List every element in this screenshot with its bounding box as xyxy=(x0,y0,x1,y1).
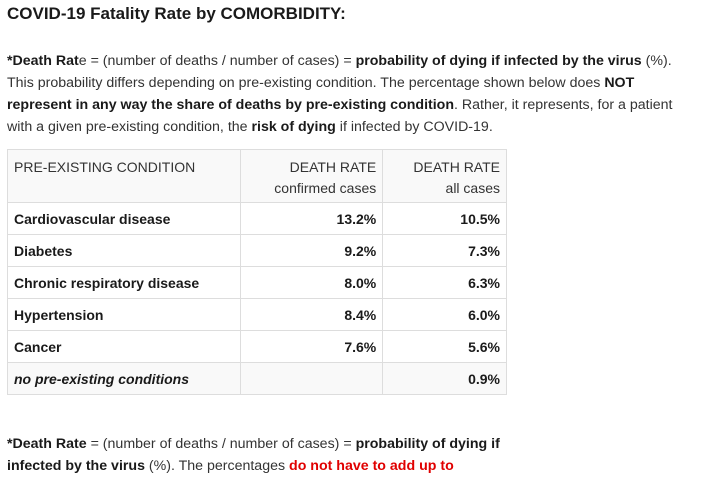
confirmed-rate-cell: 8.0% xyxy=(239,266,384,299)
intro-emphasis-not: NOT represent in any way the share of de… xyxy=(7,75,635,114)
all-rate-cell: 6.3% xyxy=(382,266,507,299)
intro-text-1: e = (number of deaths / number of cases)… xyxy=(78,53,356,70)
table-header-row: PRE-EXISTING CONDITION DEATH RATE confir… xyxy=(7,149,507,203)
condition-cell: Diabetes xyxy=(7,234,241,267)
page-title: COVID-19 Fatality Rate by COMORBIDITY: xyxy=(7,4,346,23)
header-all-sub: all cases xyxy=(445,180,500,196)
condition-cell: Chronic respiratory disease xyxy=(7,266,241,299)
table-row: Hypertension 8.4% 6.0% xyxy=(7,298,507,331)
condition-cell: no pre-existing conditions xyxy=(7,362,241,395)
note-warning: do not have to add up to xyxy=(289,458,454,475)
note-paragraph: *Death Rate = (number of deaths / number… xyxy=(7,433,517,477)
all-rate-cell: 6.0% xyxy=(382,298,507,331)
confirmed-rate-cell: 7.6% xyxy=(239,330,384,363)
intro-text-4: if infected by COVID-19. xyxy=(335,119,493,136)
confirmed-rate-cell xyxy=(239,362,384,395)
intro-paragraph: *Death Rate = (number of deaths / number… xyxy=(7,50,701,138)
header-death-rate-all: DEATH RATE all cases xyxy=(382,149,507,203)
confirmed-rate-cell: 9.2% xyxy=(239,234,384,267)
fatality-rate-table: PRE-EXISTING CONDITION DEATH RATE confir… xyxy=(7,149,507,395)
table-row: no pre-existing conditions 0.9% xyxy=(7,362,507,395)
table-row: Chronic respiratory disease 8.0% 6.3% xyxy=(7,266,507,299)
condition-cell: Cancer xyxy=(7,330,241,363)
all-rate-cell: 10.5% xyxy=(382,202,507,235)
confirmed-rate-cell: 8.4% xyxy=(239,298,384,331)
header-condition: PRE-EXISTING CONDITION xyxy=(7,149,241,203)
all-rate-cell: 5.6% xyxy=(382,330,507,363)
intro-text-3: . Rather, it represents, for a patient w… xyxy=(7,97,673,136)
header-all-main: DEATH RATE xyxy=(413,159,500,175)
header-confirmed-sub: confirmed cases xyxy=(274,180,377,196)
note-text-2: (%). The percentages xyxy=(144,458,290,475)
all-rate-cell: 7.3% xyxy=(382,234,507,267)
note-text-1: = (number of deaths / number of cases) = xyxy=(86,436,356,453)
confirmed-rate-cell: 13.2% xyxy=(239,202,384,235)
table-row: Cardiovascular disease 13.2% 10.5% xyxy=(7,202,507,235)
intro-emphasis-probability: probability of dying if infected by the … xyxy=(355,53,642,70)
death-rate-term: *Death Rate xyxy=(7,436,87,453)
table-row: Diabetes 9.2% 7.3% xyxy=(7,234,507,267)
condition-cell: Hypertension xyxy=(7,298,241,331)
header-confirmed-main: DEATH RATE xyxy=(289,159,377,175)
header-death-rate-confirmed: DEATH RATE confirmed cases xyxy=(239,149,384,203)
death-rate-term: *Death Rat xyxy=(7,53,79,70)
intro-text-2: (%). This probability differs depending … xyxy=(7,53,672,92)
table-row: Cancer 7.6% 5.6% xyxy=(7,330,507,363)
intro-emphasis-risk: risk of dying xyxy=(251,119,336,136)
all-rate-cell: 0.9% xyxy=(382,362,507,395)
condition-cell: Cardiovascular disease xyxy=(7,202,241,235)
